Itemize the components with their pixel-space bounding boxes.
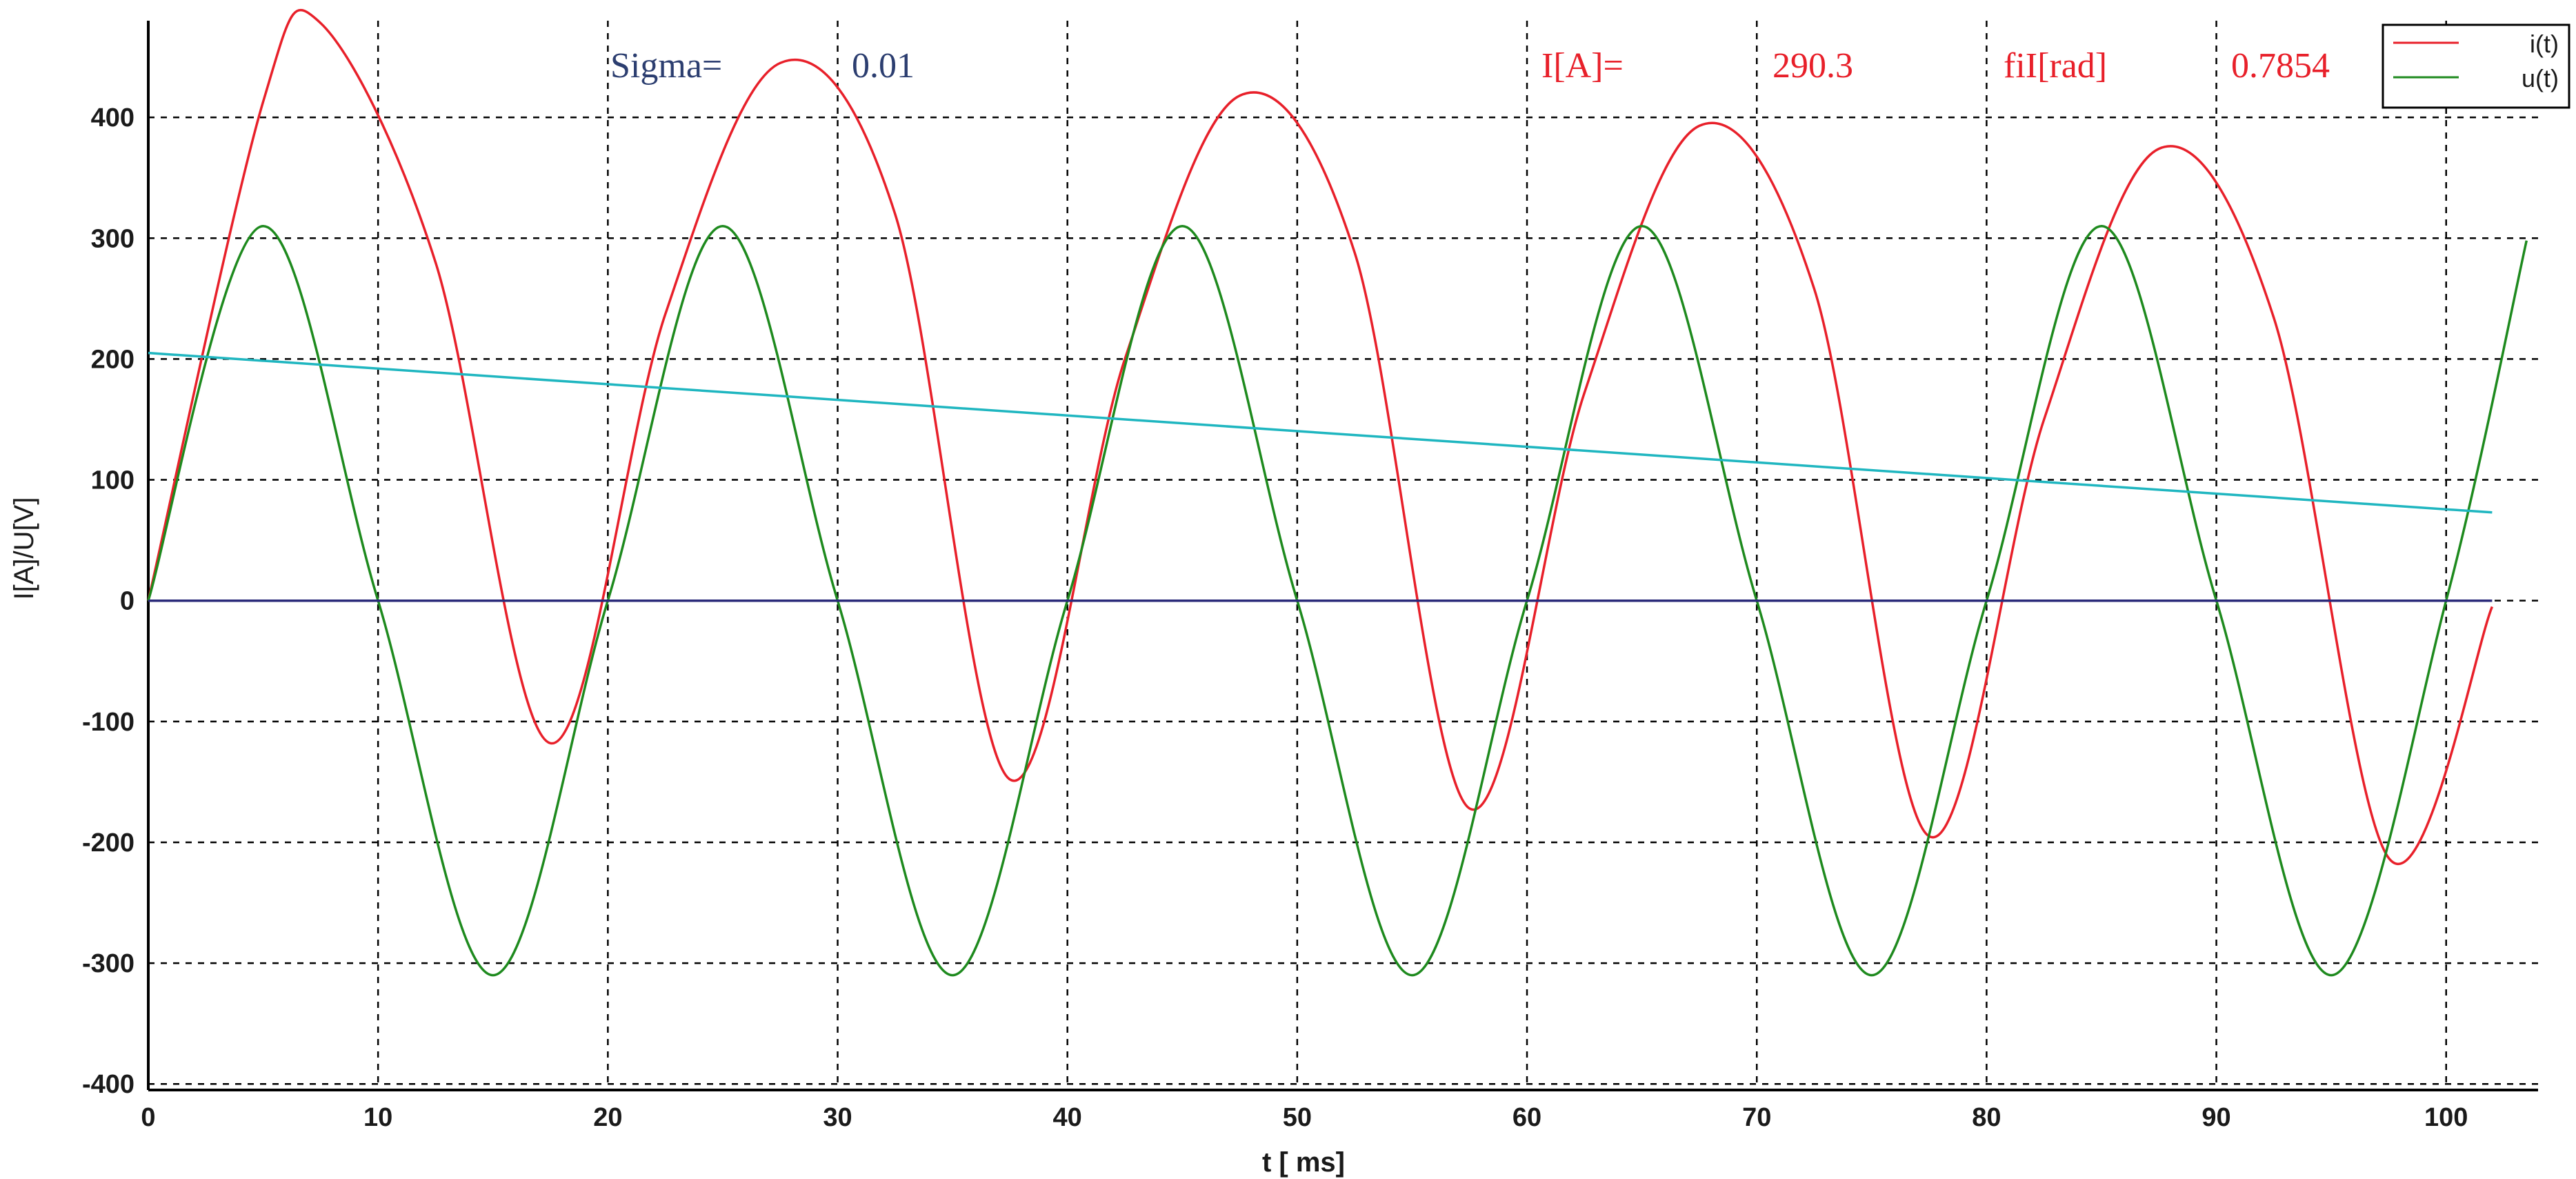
decay-series-line — [148, 351, 2493, 514]
param-value: 290.3 — [1773, 46, 1853, 86]
x-tick-label: 50 — [1283, 1103, 1312, 1132]
y-tick-label: 100 — [91, 466, 134, 495]
x-tick-label: 80 — [1972, 1103, 2001, 1132]
x-tick-label: 60 — [1512, 1103, 1541, 1132]
x-tick-label: 20 — [593, 1103, 622, 1132]
x-tick-label: 90 — [2201, 1103, 2230, 1132]
x-tick-label: 0 — [141, 1103, 155, 1132]
grid — [147, 21, 2538, 1090]
legend-entry: i(t) — [2530, 30, 2559, 58]
y-tick-label: -100 — [82, 708, 134, 737]
y-tick-label: -300 — [82, 949, 134, 978]
y-axis-label: I[A]/U[V] — [9, 497, 39, 600]
y-tick-label: 300 — [91, 224, 134, 253]
y-tick-label: 0 — [120, 587, 134, 616]
x-tick-label: 40 — [1053, 1103, 1082, 1132]
current-series-line — [147, 9, 2494, 866]
y-tick-label: 200 — [91, 345, 134, 374]
y-tick-label: 400 — [91, 103, 134, 132]
param-label: Sigma= — [610, 46, 722, 86]
y-tick-label: -400 — [82, 1070, 134, 1099]
legend-box — [2382, 23, 2570, 109]
x-tick-label: 70 — [1742, 1103, 1771, 1132]
axes — [147, 21, 2538, 1091]
legend-entry: u(t) — [2522, 64, 2559, 92]
param-value: 0.7854 — [2231, 46, 2330, 86]
series-group — [147, 9, 2528, 977]
param-label: fiI[rad] — [2004, 46, 2107, 86]
y-tick-label: -200 — [82, 829, 134, 858]
tick-labels: 0 10 20 30 40 50 60 70 80 90 100 -400 -300 -200 -100 0 1… — [82, 103, 2468, 1132]
legend: i(t) u(t) — [2382, 23, 2570, 109]
x-tick-label: 100 — [2424, 1103, 2468, 1132]
x-tick-label: 30 — [823, 1103, 852, 1132]
x-axis-label: t [ ms] — [1262, 1147, 1345, 1178]
param-value: 0.01 — [852, 46, 915, 86]
parameter-readouts: Sigma= 0.01 I[A]= 290.3 fiI[rad] 0.7854 — [610, 46, 2330, 86]
voltage-series-line — [147, 224, 2528, 977]
x-tick-label: 10 — [363, 1103, 392, 1132]
param-label: I[A]= — [1541, 46, 1624, 86]
